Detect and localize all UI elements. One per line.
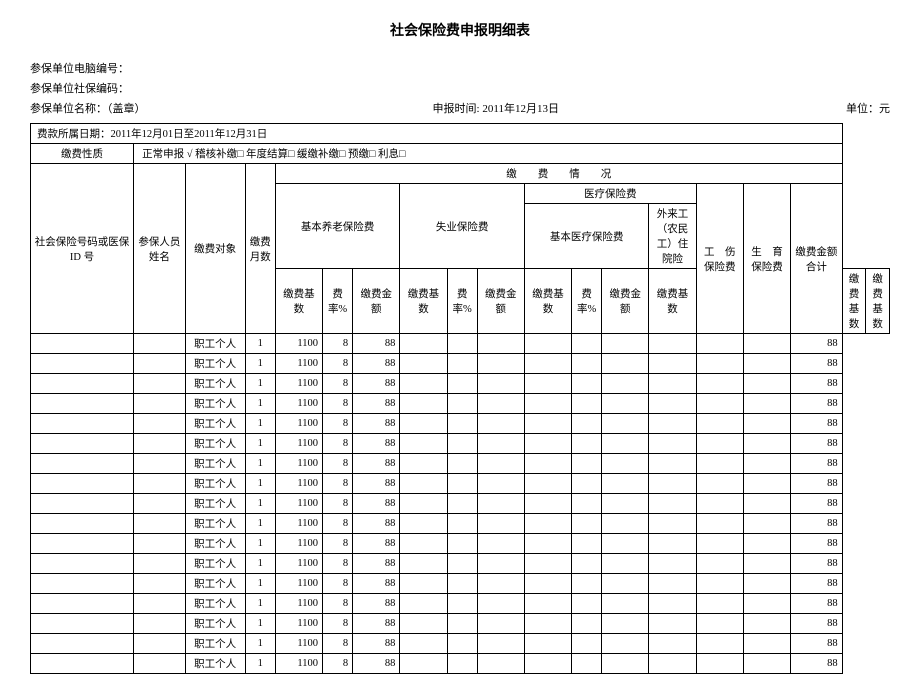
table-row: 职工个人1110088888 [31, 614, 890, 634]
h-situation: 缴 费 情 况 [275, 164, 842, 184]
h-pension: 基本养老保险费 [275, 184, 400, 269]
meta-block: 参保单位电脑编号： 参保单位社保编码： 参保单位名称：（盖章） 申报时间: 20… [30, 60, 890, 119]
header-row-1: 社会保险号码或医保 ID 号 参保人员姓名 缴费对象 缴费月数 缴 费 情 况 [31, 164, 890, 184]
h-m-base: 缴费基数 [524, 269, 571, 334]
main-table: 费款所属日期：2011年12月01日至2011年12月31日 缴费性质 正常申报… [30, 123, 890, 674]
report-time: 申报时间: 2011年12月13日 [433, 100, 559, 120]
table-row: 职工个人1110088888 [31, 374, 890, 394]
table-row: 职工个人1110088888 [31, 594, 890, 614]
h-months: 缴费月数 [245, 164, 275, 334]
h-medical: 医疗保险费 [524, 184, 696, 204]
h-p-rate: 费率% [323, 269, 353, 334]
nature-label: 缴费性质 [31, 144, 134, 164]
table-row: 职工个人1110088888 [31, 574, 890, 594]
meta-line-1: 参保单位电脑编号： [30, 60, 890, 80]
h-u-amt: 缴费金额 [477, 269, 524, 334]
h-name: 参保人员姓名 [134, 164, 186, 334]
h-med-migrant: 外来工（农民工）住院险 [649, 204, 696, 269]
unit-label: 单位：元 [846, 100, 890, 120]
table-row: 职工个人1110088888 [31, 334, 890, 354]
period-cell: 费款所属日期：2011年12月01日至2011年12月31日 [31, 124, 843, 144]
period-row: 费款所属日期：2011年12月01日至2011年12月31日 [31, 124, 890, 144]
h-unemp: 失业保险费 [400, 184, 525, 269]
table-row: 职工个人1110088888 [31, 654, 890, 674]
table-row: 职工个人1110088888 [31, 514, 890, 534]
h-ssn: 社会保险号码或医保 ID 号 [31, 164, 134, 334]
table-row: 职工个人1110088888 [31, 454, 890, 474]
h-p-amt: 缴费金额 [353, 269, 400, 334]
org-name-label: 参保单位名称：（盖章） [30, 100, 146, 120]
table-row: 职工个人1110088888 [31, 434, 890, 454]
meta-line-3: 参保单位名称：（盖章） 申报时间: 2011年12月13日 单位：元 [30, 100, 890, 120]
h-b-base: 缴费基数 [866, 269, 890, 334]
table-row: 职工个人1110088888 [31, 394, 890, 414]
table-row: 职工个人1110088888 [31, 414, 890, 434]
nature-row: 缴费性质 正常申报 √ 稽核补缴□ 年度结算□ 缓缴补缴□ 预缴□ 利息□ [31, 144, 890, 164]
h-injury: 工 伤保险费 [696, 184, 743, 334]
meta-line-2: 参保单位社保编码： [30, 80, 890, 100]
table-row: 职工个人1110088888 [31, 474, 890, 494]
h-med-basic: 基本医疗保险费 [524, 204, 649, 269]
nature-options: 正常申报 √ 稽核补缴□ 年度结算□ 缓缴补缴□ 预缴□ 利息□ [134, 144, 843, 164]
h-p-base: 缴费基数 [275, 269, 322, 334]
table-row: 职工个人1110088888 [31, 554, 890, 574]
h-u-base: 缴费基数 [400, 269, 447, 334]
h-total: 缴费金额合计 [791, 184, 843, 334]
h-mm-base: 缴费基数 [649, 269, 696, 334]
h-m-rate: 费率% [572, 269, 602, 334]
h-u-rate: 费率% [447, 269, 477, 334]
h-i-base: 缴费基数 [842, 269, 866, 334]
page-title: 社会保险费申报明细表 [30, 20, 890, 40]
h-m-amt: 缴费金额 [602, 269, 649, 334]
table-row: 职工个人1110088888 [31, 534, 890, 554]
table-row: 职工个人1110088888 [31, 494, 890, 514]
table-row: 职工个人1110088888 [31, 354, 890, 374]
h-birth: 生 育保险费 [743, 184, 790, 334]
h-target: 缴费对象 [185, 164, 245, 334]
